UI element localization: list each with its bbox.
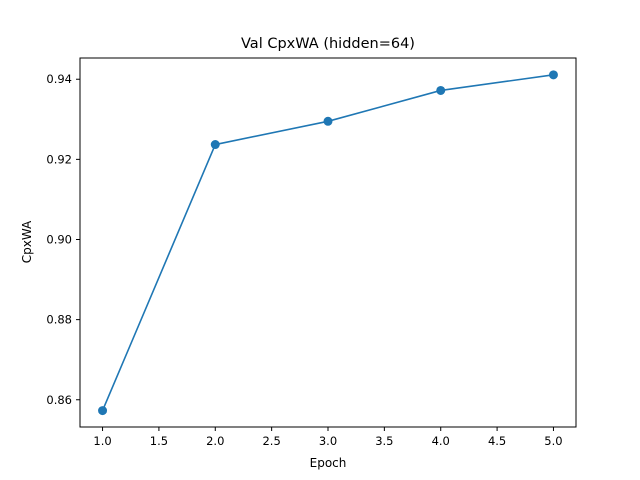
y-tick-label: 0.94 <box>46 72 72 86</box>
x-tick-label: 1.5 <box>150 434 168 448</box>
data-point <box>323 116 333 126</box>
series-layer <box>98 70 558 416</box>
y-tick-label: 0.92 <box>46 152 72 166</box>
y-tick-label: 0.90 <box>46 232 72 246</box>
x-tick-label: 1.0 <box>93 434 111 448</box>
x-tick-label: 5.0 <box>544 434 562 448</box>
y-axis-label: CpxWA <box>20 220 34 263</box>
data-point <box>210 140 220 150</box>
plot-area-frame <box>79 57 577 428</box>
x-tick-label: 4.0 <box>432 434 450 448</box>
x-tick-label: 2.0 <box>206 434 224 448</box>
data-point <box>548 70 558 80</box>
data-point <box>98 406 108 416</box>
data-point <box>436 85 446 95</box>
y-tick-label: 0.88 <box>46 313 72 327</box>
x-tick-label: 3.5 <box>375 434 393 448</box>
x-tick-label: 4.5 <box>488 434 506 448</box>
x-axis-ticks: 1.0 1.5 2.0 2.5 3.0 3.5 4.0 4.5 5.0 <box>93 427 563 448</box>
chart-title: Val CpxWA (hidden=64) <box>241 36 415 52</box>
x-tick-label: 3.0 <box>319 434 337 448</box>
x-tick-label: 2.5 <box>262 434 280 448</box>
y-axis-ticks: 0.86 0.88 0.90 0.92 0.94 <box>46 72 80 407</box>
x-axis-label: Epoch <box>310 456 347 470</box>
y-tick-label: 0.86 <box>46 393 72 407</box>
